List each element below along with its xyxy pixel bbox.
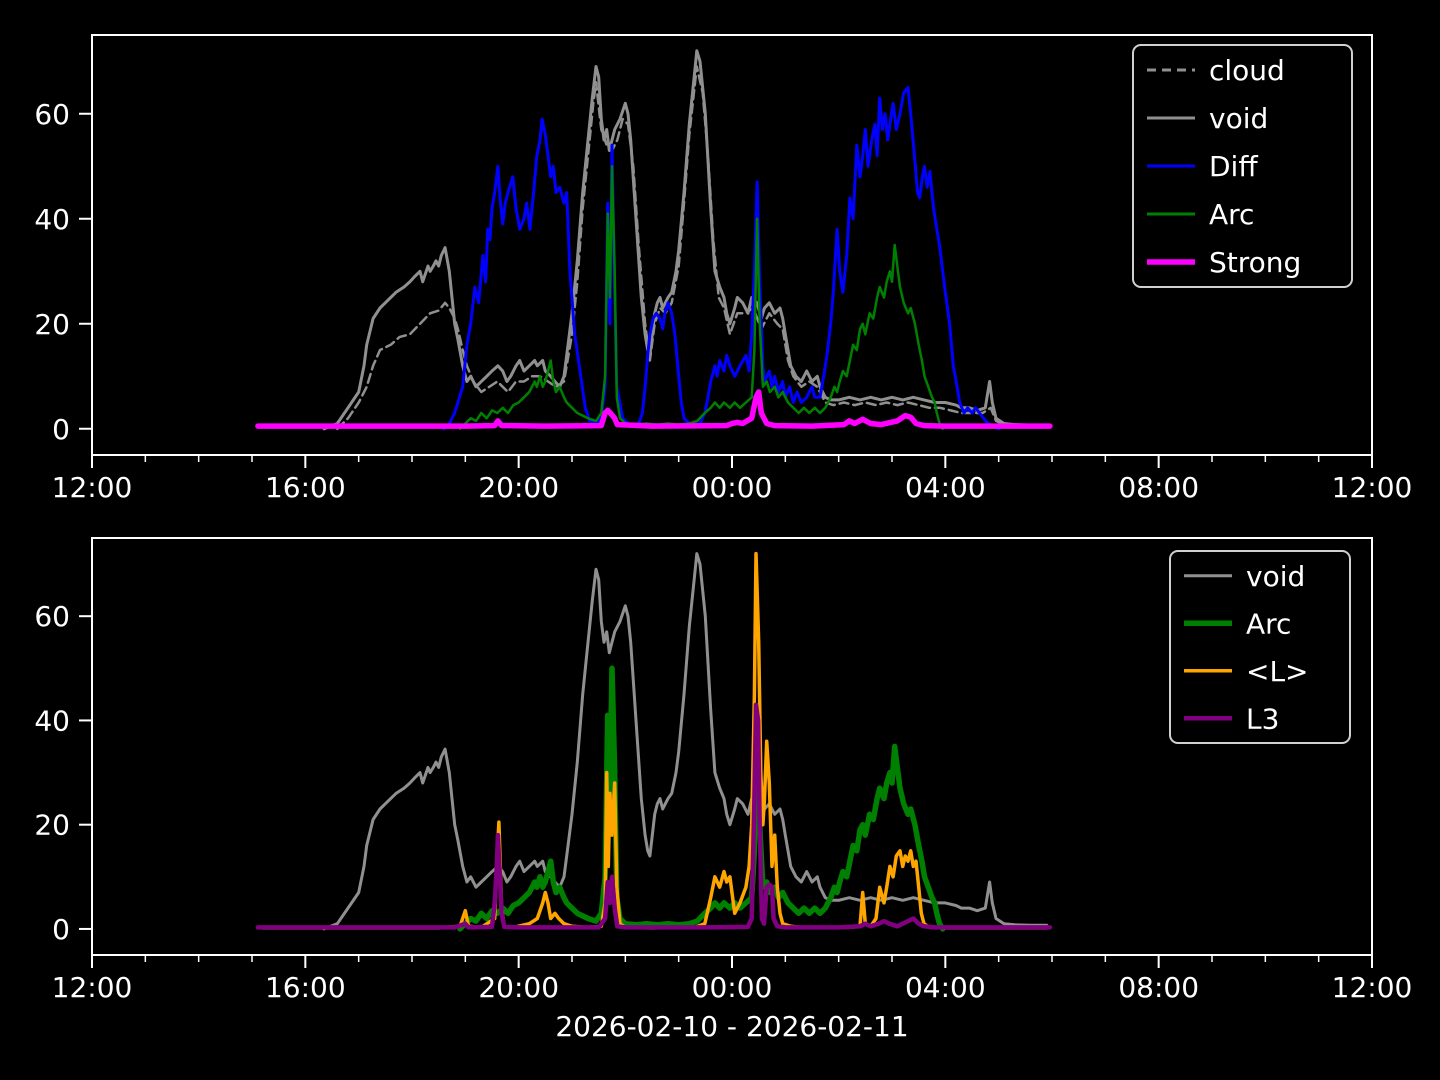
x-tick-label: 12:00 [1332, 471, 1413, 504]
legend-label-cloud: cloud [1209, 54, 1285, 87]
plot-border [91, 537, 1373, 956]
x-tick-label: 20:00 [478, 471, 559, 504]
chart-0: 12:00 16:00 20:00 00:00 04:00 08:00 12:00 0 20 40… [34, 34, 1413, 504]
x-tick-label: 00:00 [692, 471, 773, 504]
x-tick-label: 12:00 [1332, 971, 1413, 1004]
y-tick-label: 20 [34, 308, 70, 341]
legend-label-arc: Arc [1209, 198, 1254, 231]
x-tick-label: 16:00 [265, 471, 346, 504]
x-tick-label: 08:00 [1118, 471, 1199, 504]
y-tick-label: 40 [34, 704, 70, 737]
legend-label-arc: Arc [1246, 607, 1291, 640]
x-tick-label: 00:00 [692, 971, 773, 1004]
series-line-diff [442, 86, 1001, 431]
series-line-strong [255, 389, 1053, 429]
y-tick-label: 40 [34, 203, 70, 236]
y-tick-label: 20 [34, 809, 70, 842]
y-tick-label: 0 [52, 913, 70, 946]
legend-label-l3: L3 [1246, 702, 1279, 735]
legend-label-void: void [1209, 102, 1268, 135]
legend: cloud void Diff Arc Strong [1132, 44, 1353, 288]
x-tick-label: 12:00 [52, 471, 133, 504]
series-line-arc [458, 165, 944, 431]
chart-1: 12:00 16:00 20:00 00:00 04:00 08:00 12:00 0 20 40… [34, 537, 1413, 1004]
legend-label-strong: Strong [1209, 246, 1301, 279]
series-line-l3 [255, 702, 1053, 930]
legend-box [1132, 44, 1353, 288]
series-line-l [260, 551, 1049, 930]
x-tick-label: 04:00 [905, 971, 986, 1004]
y-tick-label: 60 [34, 600, 70, 633]
plot-border [91, 34, 1373, 456]
series-line-arc [457, 665, 946, 932]
x-tick-label: 20:00 [478, 971, 559, 1004]
x-axis-label: 2026-02-10 - 2026-02-11 [555, 1010, 909, 1043]
series-line-void [322, 552, 1049, 931]
x-tick-label: 12:00 [52, 971, 133, 1004]
y-tick-label: 0 [52, 413, 70, 446]
x-tick-label: 04:00 [905, 471, 986, 504]
x-tick-label: 08:00 [1118, 971, 1199, 1004]
legend-label-void: void [1246, 560, 1305, 593]
y-tick-label: 60 [34, 98, 70, 131]
legend-box [1169, 550, 1351, 744]
x-tick-label: 16:00 [265, 971, 346, 1004]
legend-label-l: <L> [1246, 655, 1309, 688]
legend: void Arc <L> L3 [1169, 550, 1351, 744]
legend-label-diff: Diff [1209, 150, 1258, 183]
